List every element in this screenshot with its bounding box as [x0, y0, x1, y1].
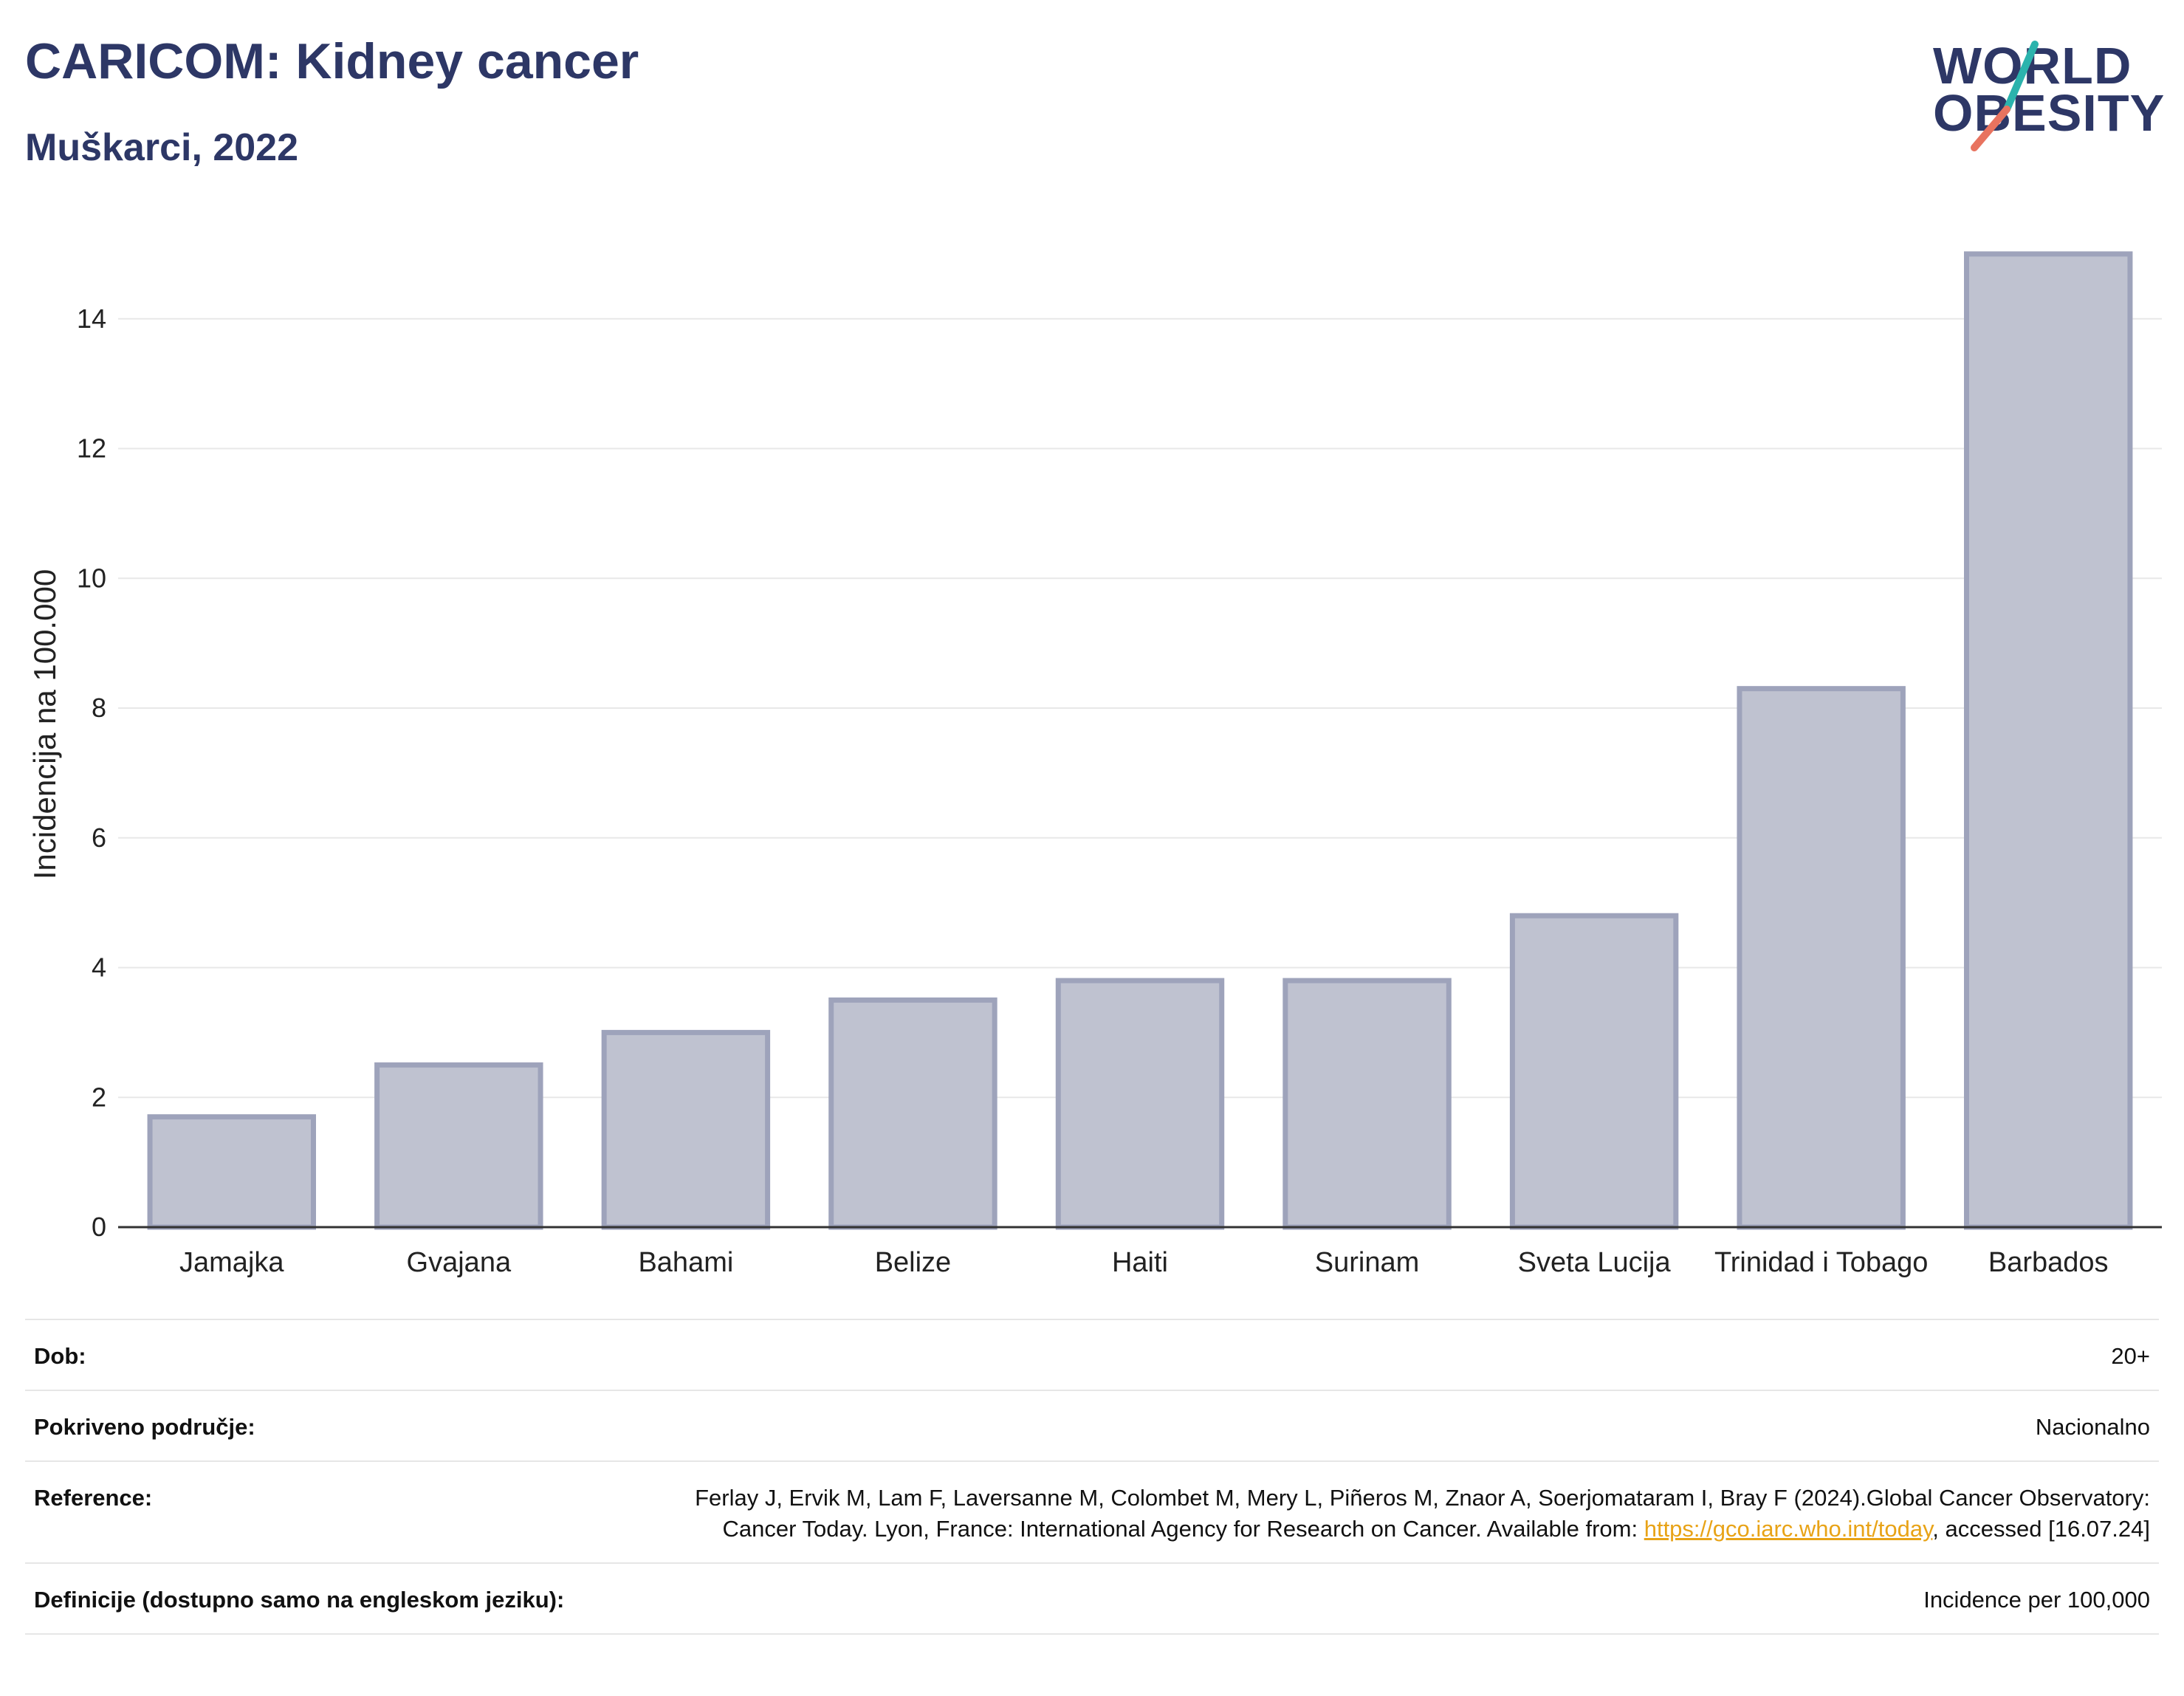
- y-tick-label: 2: [92, 1082, 106, 1112]
- chart-subtitle: Muškarci, 2022: [25, 126, 299, 169]
- info-value: Ferlay J, Ervik M, Lam F, Laversanne M, …: [636, 1483, 2150, 1545]
- bar-jamajka: [147, 1114, 316, 1230]
- bar-belize: [828, 997, 997, 1230]
- bar-gvajana: [374, 1062, 543, 1230]
- bar-chart: 0 2 4 6 8 10 12 14 Jamajka Gvajana Bahami Belize Ha…: [27, 251, 2162, 1278]
- bar-sveta-lucija: [1509, 913, 1679, 1230]
- y-tick-label: 8: [92, 693, 106, 723]
- y-tick-label: 0: [92, 1212, 106, 1242]
- x-tick-label: Gvajana: [407, 1247, 512, 1278]
- info-label: Definicije (dostupno samo na engleskom j…: [34, 1587, 565, 1613]
- info-row-coverage: Pokriveno područje: Nacionalno: [25, 1390, 2159, 1460]
- x-tick-label: Haiti: [1112, 1247, 1168, 1278]
- info-value: Nacionalno: [2035, 1414, 2150, 1440]
- bar-trinidad-i-tobago: [1737, 686, 1906, 1230]
- info-label: Reference:: [34, 1485, 153, 1511]
- x-tick-label: Bahami: [638, 1247, 733, 1278]
- x-tick-label: Barbados: [1988, 1247, 2109, 1278]
- logo-text-obesity: OBESITY: [1933, 84, 2166, 142]
- reference-text: Ferlay J, Ervik M, Lam F, Laversanne M, …: [695, 1485, 2150, 1542]
- world-obesity-logo: WORLD OBESITY: [1920, 22, 2171, 155]
- info-label: Dob:: [34, 1343, 86, 1369]
- y-axis-label: Incidencija na 100.000: [27, 569, 62, 879]
- info-row-age: Dob: 20+: [25, 1319, 2159, 1390]
- y-tick-label: 14: [77, 303, 106, 334]
- bar-bahami: [601, 1029, 771, 1230]
- bar-haiti: [1055, 978, 1225, 1230]
- y-tick-label: 12: [77, 433, 106, 464]
- logo-slash-icon: [1971, 41, 2039, 151]
- info-row-reference: Reference: Ferlay J, Ervik M, Lam F, Lav…: [25, 1460, 2159, 1562]
- reference-link[interactable]: https://gco.iarc.who.int/today: [1644, 1516, 1933, 1542]
- x-tick-label: Jamajka: [179, 1247, 284, 1278]
- reference-accessed: , accessed [16.07.24]: [1932, 1516, 2150, 1542]
- y-tick-label: 4: [92, 952, 106, 983]
- x-tick-label: Trinidad i Tobago: [1714, 1247, 1928, 1278]
- y-tick-label: 6: [92, 823, 106, 853]
- bars: [147, 251, 2133, 1230]
- bar-surinam: [1282, 978, 1452, 1230]
- info-value: 20+: [2111, 1343, 2150, 1369]
- info-label: Pokriveno područje:: [34, 1414, 255, 1440]
- chart-title: CARICOM: Kidney cancer: [25, 33, 639, 89]
- x-tick-label: Belize: [875, 1247, 952, 1278]
- x-axis-ticks: Jamajka Gvajana Bahami Belize Haiti Surinam Sv…: [179, 1247, 2109, 1278]
- y-axis-ticks: 0 2 4 6 8 10 12 14: [77, 303, 106, 1242]
- x-tick-label: Sveta Lucija: [1518, 1247, 1672, 1278]
- info-row-definitions: Definicije (dostupno samo na engleskom j…: [25, 1562, 2159, 1635]
- info-table: Dob: 20+ Pokriveno područje: Nacionalno …: [25, 1319, 2159, 1635]
- y-tick-label: 10: [77, 563, 106, 593]
- info-value: Incidence per 100,000: [1923, 1587, 2150, 1613]
- x-tick-label: Surinam: [1315, 1247, 1420, 1278]
- bar-barbados: [1964, 251, 2133, 1230]
